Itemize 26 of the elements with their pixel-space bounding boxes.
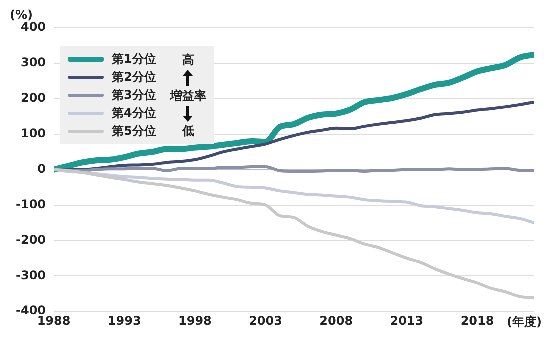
y-tick-label: 200 [20,91,46,106]
legend-label: 第1分位 [112,50,156,68]
legend-label: 第2分位 [112,68,156,86]
y-axis-title: (%) [10,8,33,22]
x-tick-label: 2018 [460,314,494,328]
annotation: 増益率 [170,88,206,104]
legend-label: 第3分位 [112,86,156,104]
x-tick-label: 1988 [37,314,71,328]
x-tick-label: 2003 [249,314,282,328]
x-tick-label: 1998 [178,314,212,328]
y-tick-label: -300 [16,268,46,282]
y-tick-label: 100 [20,126,46,140]
legend-label: 第5分位 [112,122,156,140]
annotation: 高 [182,52,194,69]
legend-label: 第4分位 [112,104,156,122]
x-tick-label: 1993 [108,314,142,328]
y-tick-label: 300 [20,56,46,70]
line-series [54,168,534,300]
x-axis-title: (年度) [507,314,542,331]
y-tick-label: -200 [16,232,46,247]
x-tick-label: 2013 [390,314,424,328]
y-tick-label: 400 [20,20,46,34]
x-tick-label: 2008 [320,314,354,328]
y-tick-label: 0 [38,162,46,176]
annotation: 低 [182,123,194,140]
y-tick-label: -100 [16,197,46,212]
